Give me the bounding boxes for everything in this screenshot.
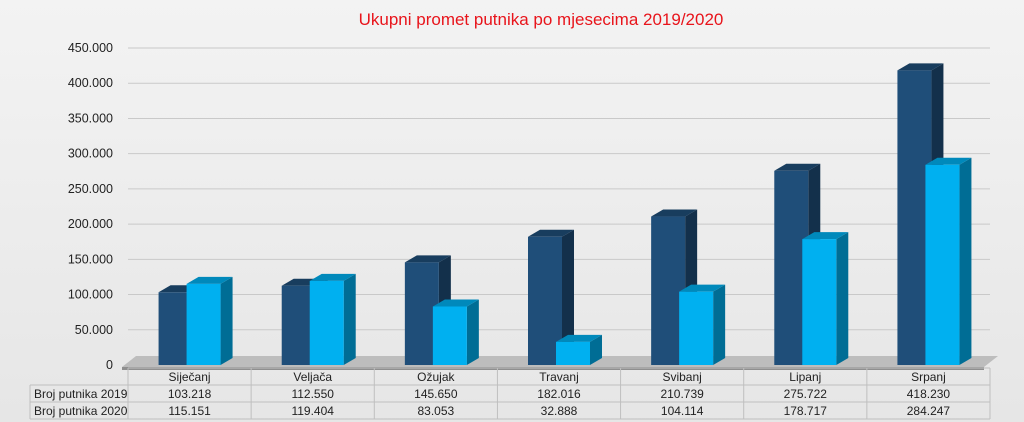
- data-table: Siječanj Veljača Ožujak Travanj Svibanj Lipan…: [29, 367, 991, 420]
- table-value: 418.230: [907, 387, 951, 401]
- bar-front: [556, 341, 590, 365]
- bar-top: [925, 157, 972, 165]
- y-tick-label: 0: [106, 358, 113, 372]
- y-tick-label: 450.000: [68, 41, 113, 55]
- bar-top: [309, 273, 356, 281]
- chart-title: Ukupni promet putnika po mjesecima 2019/…: [359, 10, 724, 29]
- bar-2020: [556, 334, 602, 365]
- bar-top: [404, 255, 451, 263]
- bar-front: [432, 306, 467, 365]
- bar-2020: [186, 276, 233, 365]
- bar-side: [590, 334, 602, 365]
- bar-2020: [679, 284, 726, 365]
- table-value: 83.053: [418, 404, 455, 418]
- table-value: 32.888: [541, 404, 578, 418]
- bar-2020: [925, 157, 972, 365]
- bar-top: [432, 299, 479, 307]
- bar-top: [651, 209, 698, 217]
- bar-top: [774, 163, 821, 171]
- bar-2019: [528, 229, 574, 365]
- table-category-label: Siječanj: [169, 370, 211, 384]
- y-tick-label: 300.000: [68, 147, 113, 161]
- bar-side: [466, 299, 479, 365]
- table-value: 182.016: [537, 387, 581, 401]
- y-tick-label: 100.000: [68, 288, 113, 302]
- table-category-label: Travanj: [539, 370, 579, 384]
- table-value: 103.218: [168, 387, 212, 401]
- table-value: 275.722: [784, 387, 828, 401]
- bar-front: [925, 164, 960, 365]
- table-category-label: Svibanj: [662, 370, 701, 384]
- table-value: 178.717: [784, 404, 828, 418]
- y-tick-label: 250.000: [68, 182, 113, 196]
- bar-top: [679, 284, 726, 292]
- table-value: 112.550: [291, 387, 334, 401]
- table-value: 104.114: [661, 404, 704, 418]
- y-tick-label: 200.000: [68, 217, 113, 231]
- bar-2020: [802, 232, 849, 365]
- bar-2020: [309, 273, 356, 365]
- table-value: 145.650: [414, 387, 458, 401]
- bar-front: [186, 283, 221, 365]
- bar-side: [562, 229, 574, 365]
- bars: [158, 63, 972, 366]
- table-category-label: Lipanj: [789, 370, 821, 384]
- table-series-label: Broj putnika 2020: [34, 404, 128, 418]
- bar-front: [309, 280, 344, 365]
- bar-top: [186, 276, 233, 284]
- table-series-label: Broj putnika 2019: [34, 387, 128, 401]
- table-category-label: Srpanj: [911, 370, 946, 384]
- bar-top: [528, 229, 574, 237]
- y-tick-label: 400.000: [68, 76, 113, 90]
- y-axis: 0 50.000 100.000 150.000 200.000 250.000 300.0…: [68, 41, 113, 372]
- bar-side: [836, 232, 849, 365]
- bar-front: [679, 291, 714, 365]
- grid-lines: [128, 47, 990, 331]
- bar-front: [802, 239, 837, 365]
- table-value: 284.247: [907, 404, 951, 418]
- y-tick-label: 150.000: [68, 252, 113, 266]
- y-tick-label: 50.000: [75, 323, 113, 337]
- table-value: 115.151: [168, 404, 211, 418]
- bar-top: [556, 334, 602, 342]
- bar-side: [220, 276, 233, 365]
- y-tick-label: 350.000: [68, 111, 113, 125]
- table-value: 210.739: [660, 387, 704, 401]
- bar-top: [802, 232, 849, 240]
- table-value: 119.404: [291, 404, 334, 418]
- bar-2020: [432, 299, 479, 365]
- bar-side: [343, 273, 356, 365]
- table-category-label: Veljača: [293, 370, 332, 384]
- bar-top: [897, 63, 944, 71]
- bar-side: [713, 284, 726, 365]
- table-category-label: Ožujak: [417, 370, 455, 384]
- bar-side: [959, 157, 972, 365]
